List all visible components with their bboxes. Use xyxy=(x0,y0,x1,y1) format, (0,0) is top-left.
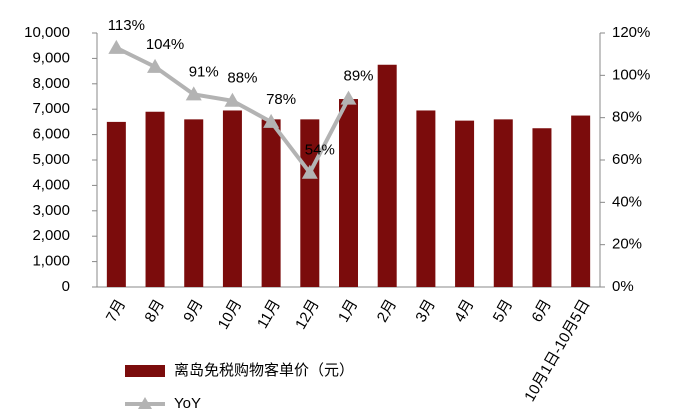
bar xyxy=(145,111,165,288)
y-tick-label: 6,000 xyxy=(32,126,70,143)
y-tick-label: 9,000 xyxy=(32,49,70,66)
legend-label: 离岛免税购物客单价（元） xyxy=(174,362,354,379)
bar xyxy=(493,119,513,287)
x-tick-label: 1月 xyxy=(335,296,361,325)
data-label: 89% xyxy=(343,68,373,85)
x-tick-label: 7月 xyxy=(103,296,129,325)
marker xyxy=(301,164,318,179)
marker xyxy=(147,58,164,73)
x-tick-label: 10月 xyxy=(215,296,246,332)
x-tick-label: 5月 xyxy=(490,296,516,325)
y-tick-label: 5,000 xyxy=(32,151,70,168)
bar xyxy=(571,115,591,287)
bar xyxy=(416,110,436,287)
legend-label: YoY xyxy=(174,395,201,412)
marker xyxy=(224,92,241,107)
x-tick-label: 12月 xyxy=(292,296,323,332)
x-tick-label: 2月 xyxy=(374,296,400,325)
y2-tick-label: 20% xyxy=(612,236,642,253)
marker xyxy=(340,90,357,105)
bar xyxy=(261,119,281,287)
bar xyxy=(106,121,126,288)
y2-tick-label: 40% xyxy=(612,193,642,210)
legend-swatch xyxy=(125,365,165,377)
y-tick-label: 4,000 xyxy=(32,176,70,193)
y2-tick-label: 0% xyxy=(612,278,634,295)
bar xyxy=(455,120,475,287)
marker xyxy=(108,39,125,54)
data-label: 54% xyxy=(305,142,335,159)
bar xyxy=(532,128,552,287)
y2-tick-label: 100% xyxy=(612,66,650,83)
data-label: 104% xyxy=(146,36,184,53)
bar xyxy=(339,99,358,287)
x-tick-label: 8月 xyxy=(142,296,168,325)
y-tick-label: 7,000 xyxy=(32,100,70,117)
y2-tick-label: 120% xyxy=(612,24,650,41)
y-tick-label: 3,000 xyxy=(32,202,70,219)
y-tick-label: 1,000 xyxy=(32,253,70,270)
x-tick-label: 3月 xyxy=(412,296,438,325)
y-tick-label: 10,000 xyxy=(24,24,70,41)
data-label: 91% xyxy=(189,63,219,80)
legend-marker xyxy=(138,397,152,409)
bar xyxy=(222,110,242,287)
data-label: 88% xyxy=(227,70,257,87)
y-tick-label: 2,000 xyxy=(32,227,70,244)
marker xyxy=(185,86,202,101)
y-tick-label: 8,000 xyxy=(32,75,70,92)
marker xyxy=(263,113,280,128)
x-tick-label: 9月 xyxy=(180,296,206,325)
y-tick-label: 0 xyxy=(62,278,70,295)
bar xyxy=(377,64,397,287)
bar xyxy=(184,119,204,287)
data-label: 113% xyxy=(108,17,145,34)
data-label: 78% xyxy=(266,91,296,108)
x-tick-label: 11月 xyxy=(254,296,284,331)
x-tick-label: 4月 xyxy=(451,296,477,325)
x-tick-label: 6月 xyxy=(528,296,554,325)
y2-tick-label: 80% xyxy=(612,109,642,126)
y2-tick-label: 60% xyxy=(612,151,642,168)
